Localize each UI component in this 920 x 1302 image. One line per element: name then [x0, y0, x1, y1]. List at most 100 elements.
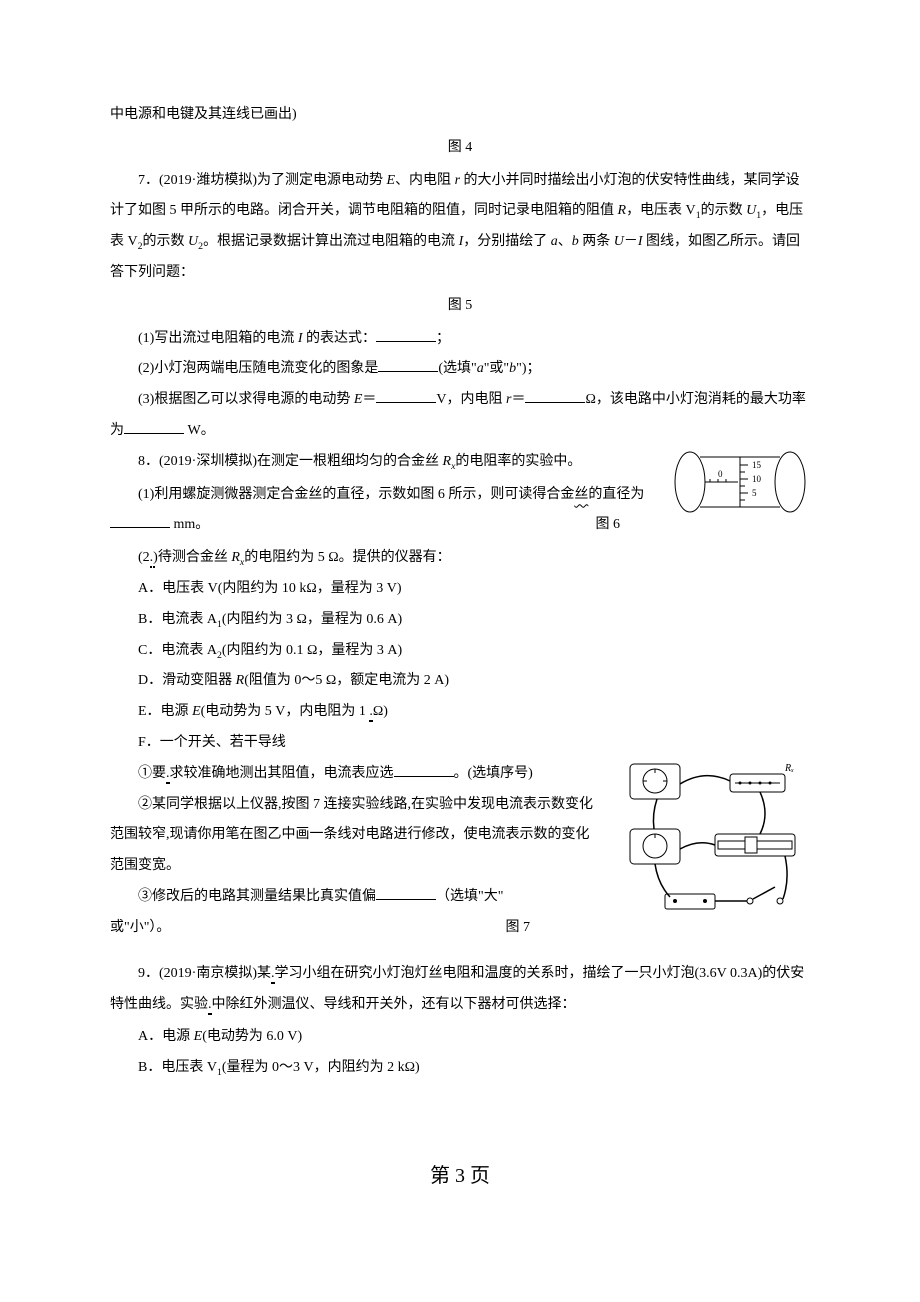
var-U: U	[614, 234, 624, 249]
text: E．电源	[138, 704, 192, 719]
blank-input[interactable]	[376, 328, 436, 342]
svg-text:15: 15	[752, 460, 762, 470]
question-7-sub3: (3)根据图乙可以求得电源的电动势 E＝V，内电阻 r＝Ω，该电路中小灯泡消耗的…	[110, 385, 810, 447]
var-U2: U	[188, 234, 198, 249]
text: 7．(2019·潍坊模拟)为了测定电源电动势	[138, 173, 387, 188]
var-E: E	[194, 1029, 203, 1044]
text: (阻值为 0～5 Ω，额定电流为 2 A)	[244, 673, 449, 688]
text: 、内电阻	[395, 173, 455, 188]
option-C: C．电流表 A2(内阻约为 0.1 Ω，量程为 3 A)	[110, 636, 810, 667]
text: ，分别描绘了	[463, 234, 551, 249]
text: ＝	[362, 392, 376, 407]
text: W。	[184, 423, 215, 438]
figure-7-label: 图 7	[506, 913, 531, 944]
text: 的电阻约为 5 Ω。提供的仪器有：	[244, 550, 450, 565]
text: ①要	[138, 766, 166, 781]
paragraph-continuation: 中电源和电键及其连线已画出)	[110, 100, 810, 131]
var-E: E	[387, 173, 396, 188]
var-Rx: R	[231, 550, 240, 565]
var-R: R	[618, 203, 627, 218]
text: (2)小灯泡两端电压随电流变化的图象是	[138, 361, 378, 376]
question-7-sub1: (1)写出流过电阻箱的电流 I 的表达式：；	[110, 324, 810, 355]
text: (1)写出流过电阻箱的电流	[138, 331, 298, 346]
text: 中除红外测温仪、导线和开关外，还有以下器材可供选择：	[212, 997, 576, 1012]
figure-5-label: 图 5	[110, 291, 810, 322]
figure-4-label: 图 4	[110, 133, 810, 164]
text: )待测合金丝	[153, 550, 231, 565]
q9-option-A: A．电源 E(电动势为 6.0 V)	[110, 1022, 810, 1053]
blank-input[interactable]	[394, 763, 454, 777]
figure-7-circuit: Rₓ	[610, 759, 810, 959]
text: (选填"	[438, 361, 476, 376]
text: "或"	[484, 361, 509, 376]
text: D．滑动变阻器	[138, 673, 236, 688]
text: 或"小"）。	[110, 920, 170, 935]
text: (量程为 0～3 V，内阻约为 2 kΩ)	[222, 1060, 420, 1075]
option-B: B．电流表 A1(内阻约为 3 Ω，量程为 0.6 A)	[110, 605, 810, 636]
text: 9．(2019·南京模拟)某	[138, 966, 271, 981]
text: ")；	[516, 361, 540, 376]
text: 求较准确地测出其阻值，电流表应选	[170, 766, 394, 781]
text: 的电阻率的实验中。	[455, 454, 581, 469]
q9-option-B: B．电压表 V1(量程为 0～3 V，内阻约为 2 kΩ)	[110, 1053, 810, 1084]
option-A: A．电压表 V(内阻约为 10 kΩ，量程为 3 V)	[110, 574, 810, 605]
text: 。(选填序号)	[454, 766, 533, 781]
svg-text:Rₓ: Rₓ	[784, 763, 794, 774]
text: A．电源	[138, 1029, 194, 1044]
text: 8．(2019·深圳模拟)在测定一根粗细均匀的合金丝	[138, 454, 443, 469]
text: (内阻约为 3 Ω，量程为 0.6 A)	[222, 612, 402, 627]
text: B．电流表 A	[138, 612, 217, 627]
circuit-diagram-icon: Rₓ	[610, 759, 810, 939]
text: ，电压表 V	[626, 203, 696, 218]
blank-input[interactable]	[110, 514, 170, 528]
wavy-text: 丝	[574, 487, 588, 502]
text: 的示数	[143, 234, 189, 249]
question-7-body: 7．(2019·潍坊模拟)为了测定电源电动势 E、内电阻 r 的大小并同时描绘出…	[110, 166, 810, 289]
text: (内阻约为 0.1 Ω，量程为 3 A)	[222, 643, 402, 658]
var-b: b	[572, 234, 579, 249]
text: mm。	[170, 517, 209, 532]
micrometer-icon: 0 15 10 5	[670, 447, 810, 517]
svg-text:0: 0	[718, 469, 723, 479]
blank-input[interactable]	[525, 389, 585, 403]
text: 、	[558, 234, 572, 249]
var-E: E	[192, 704, 201, 719]
blank-input[interactable]	[376, 389, 436, 403]
option-E: E．电源 E(电动势为 5 V，内电阻为 1 .Ω)	[110, 697, 810, 728]
figure-6-label: 图 6	[596, 510, 621, 541]
text: (电动势为 5 V，内电阻为 1	[201, 704, 366, 719]
text: Ω)	[373, 704, 388, 719]
var-U1: U	[746, 203, 756, 218]
page-number: 第 3 页	[110, 1154, 810, 1198]
blank-input[interactable]	[376, 886, 436, 900]
var-Rx: R	[443, 454, 452, 469]
var-R: R	[236, 673, 245, 688]
text: (2	[138, 550, 150, 565]
blank-input[interactable]	[124, 420, 184, 434]
question-7-sub2: (2)小灯泡两端电压随电流变化的图象是(选填"a"或"b")；	[110, 354, 810, 385]
blank-input[interactable]	[378, 358, 438, 372]
text: (1)利用螺旋测微器测定合金丝的直径，示数如图 6 所示，则可读得合金	[138, 487, 574, 502]
text: 。根据记录数据计算出流过电阻箱的电流	[203, 234, 459, 249]
option-F: F．一个开关、若干导线	[110, 728, 810, 759]
question-8-sub2: (2.)待测合金丝 Rx的电阻约为 5 Ω。提供的仪器有：	[110, 543, 810, 574]
text: （选填"大"	[436, 889, 503, 904]
text: 两条	[579, 234, 614, 249]
text: ③修改后的电路其测量结果比真实值偏	[138, 889, 376, 904]
text: 的示数	[701, 203, 747, 218]
text: 的直径为	[588, 487, 644, 502]
svg-text:5: 5	[752, 488, 757, 498]
svg-text:10: 10	[752, 474, 762, 484]
option-D: D．滑动变阻器 R(阻值为 0～5 Ω，额定电流为 2 A)	[110, 666, 810, 697]
text: C．电流表 A	[138, 643, 217, 658]
question-9-body: 9．(2019·南京模拟)某.学习小组在研究小灯泡灯丝电阻和温度的关系时，描绘了…	[110, 959, 810, 1021]
figure-6-micrometer: 0 15 10 5	[670, 447, 810, 517]
text: (电动势为 6.0 V)	[202, 1029, 302, 1044]
text: ＝	[511, 392, 525, 407]
var-a: a	[477, 361, 484, 376]
text: B．电压表 V	[138, 1060, 217, 1075]
text: (3)根据图乙可以求得电源的电动势	[138, 392, 354, 407]
text: V，内电阻	[436, 392, 506, 407]
var-a: a	[551, 234, 558, 249]
text: 的表达式：	[303, 331, 377, 346]
